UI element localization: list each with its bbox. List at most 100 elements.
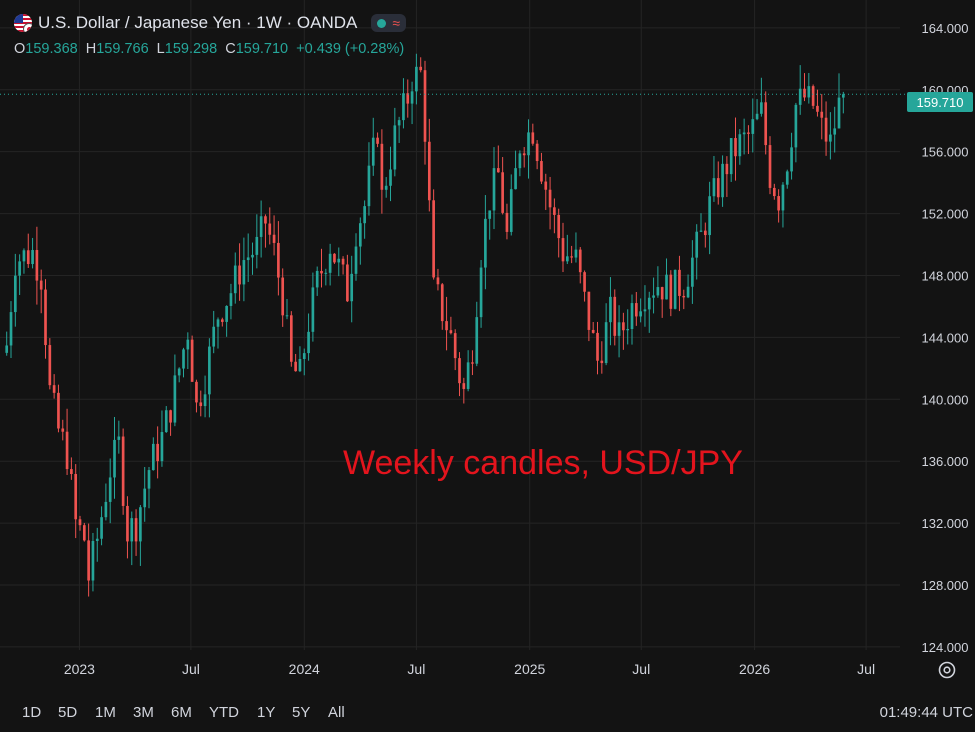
candle-body <box>255 236 259 255</box>
candle-body <box>272 234 276 243</box>
candle-body <box>505 212 509 232</box>
candle-body <box>208 346 211 395</box>
range-5y-button[interactable]: 5Y <box>292 704 311 721</box>
close-value: 159.710 <box>235 41 289 57</box>
candle-body <box>557 214 561 239</box>
candle-body <box>333 253 336 263</box>
grid-layer <box>0 0 900 650</box>
candle-body <box>583 272 586 292</box>
candle-body <box>496 168 500 173</box>
candle-body <box>358 223 362 247</box>
candle-body <box>600 360 604 364</box>
range-all-button[interactable]: All <box>328 704 345 721</box>
candle-body <box>785 171 789 185</box>
candle-body <box>350 273 354 302</box>
candle-body <box>665 274 668 300</box>
y-tick-label: 124.000 <box>922 640 969 655</box>
candle-body <box>143 488 147 508</box>
candle-body <box>501 172 504 213</box>
x-axis[interactable]: 2023 Jul 2024 Jul 2025 Jul 2026 Jul <box>64 661 875 677</box>
candle-body <box>561 238 565 262</box>
candle-body <box>393 125 397 170</box>
y-tick-label: 136.000 <box>922 454 969 469</box>
y-tick-label: 140.000 <box>922 392 969 407</box>
y-tick-label: 132.000 <box>922 516 969 531</box>
y-axis[interactable]: 124.000 128.000 132.000 136.000 140.000 144.0… <box>922 21 969 655</box>
candle-body <box>682 295 686 298</box>
range-3m-button[interactable]: 3M <box>133 704 154 721</box>
range-ytd-button[interactable]: YTD <box>209 704 239 721</box>
candle-body <box>182 349 185 369</box>
status-pill[interactable]: ≈ <box>371 14 407 32</box>
candle-body <box>699 230 703 232</box>
candle-body <box>548 189 552 208</box>
range-5d-button[interactable]: 5D <box>58 704 78 721</box>
candle-body <box>410 91 414 104</box>
candle-body <box>147 470 151 489</box>
candle-body <box>190 339 194 382</box>
candle-body <box>820 111 824 118</box>
candle-body <box>320 270 323 274</box>
candle-body <box>324 272 328 274</box>
candle-body <box>389 169 392 186</box>
candle-body <box>841 94 845 98</box>
candle-body <box>742 132 746 135</box>
candle-body <box>609 296 612 323</box>
market-open-dot-icon <box>377 18 387 28</box>
candle-body <box>91 541 95 581</box>
candle-body <box>652 295 655 298</box>
symbol-header[interactable]: U.S. Dollar / Japanese Yen · 1W · OANDA … <box>14 11 407 35</box>
symbol-title[interactable]: U.S. Dollar / Japanese Yen · 1W · OANDA <box>38 13 358 32</box>
utc-clock[interactable]: 01:49:44 UTC <box>879 704 973 721</box>
candle-body <box>816 105 819 112</box>
candle-body <box>829 134 832 142</box>
low-value: 159.298 <box>164 41 218 57</box>
last-price-tag: 159.710 <box>907 92 973 112</box>
candle-body <box>574 249 578 258</box>
candle-body <box>656 287 660 296</box>
candle-body <box>82 525 86 541</box>
candle-body <box>302 353 306 360</box>
candle-body <box>824 117 828 142</box>
y-tick-label: 148.000 <box>922 268 969 283</box>
candle-body <box>346 264 349 302</box>
candle-body <box>837 97 841 129</box>
candle-body <box>307 331 310 354</box>
candle-body <box>246 257 250 261</box>
candle-body <box>721 163 724 198</box>
candle-body <box>177 368 181 376</box>
candle-body <box>492 168 496 211</box>
candle-body <box>251 254 254 258</box>
candle-body <box>613 296 617 336</box>
x-tick-label: Jul <box>632 661 650 677</box>
candle-body <box>518 153 522 169</box>
candle-body <box>294 361 297 372</box>
candle-body <box>423 70 427 142</box>
candle-body <box>173 375 177 423</box>
candle-body <box>475 317 479 364</box>
range-1d-button[interactable]: 1D <box>22 704 42 721</box>
x-tick-label: Jul <box>407 661 425 677</box>
candle-body <box>436 277 440 285</box>
candle-body <box>117 436 121 440</box>
range-6m-button[interactable]: 6M <box>171 704 192 721</box>
candle-body <box>195 381 198 403</box>
candle-body <box>544 181 548 190</box>
change-value: +0.439 (+0.28%) <box>296 41 405 57</box>
candle-body <box>104 501 108 518</box>
candle-body <box>734 138 737 157</box>
gear-icon[interactable] <box>937 660 957 680</box>
candle-body <box>729 138 733 175</box>
candle-body <box>289 315 293 362</box>
candle-body <box>760 102 763 114</box>
candle-body <box>31 250 34 265</box>
candle-body <box>604 322 608 364</box>
candle-body <box>203 394 207 407</box>
candle-body <box>440 284 444 322</box>
candle-body <box>100 517 103 539</box>
range-1y-button[interactable]: 1Y <box>257 704 276 721</box>
candle-body <box>673 269 677 309</box>
range-1m-button[interactable]: 1M <box>95 704 116 721</box>
y-tick-label: 144.000 <box>922 330 969 345</box>
